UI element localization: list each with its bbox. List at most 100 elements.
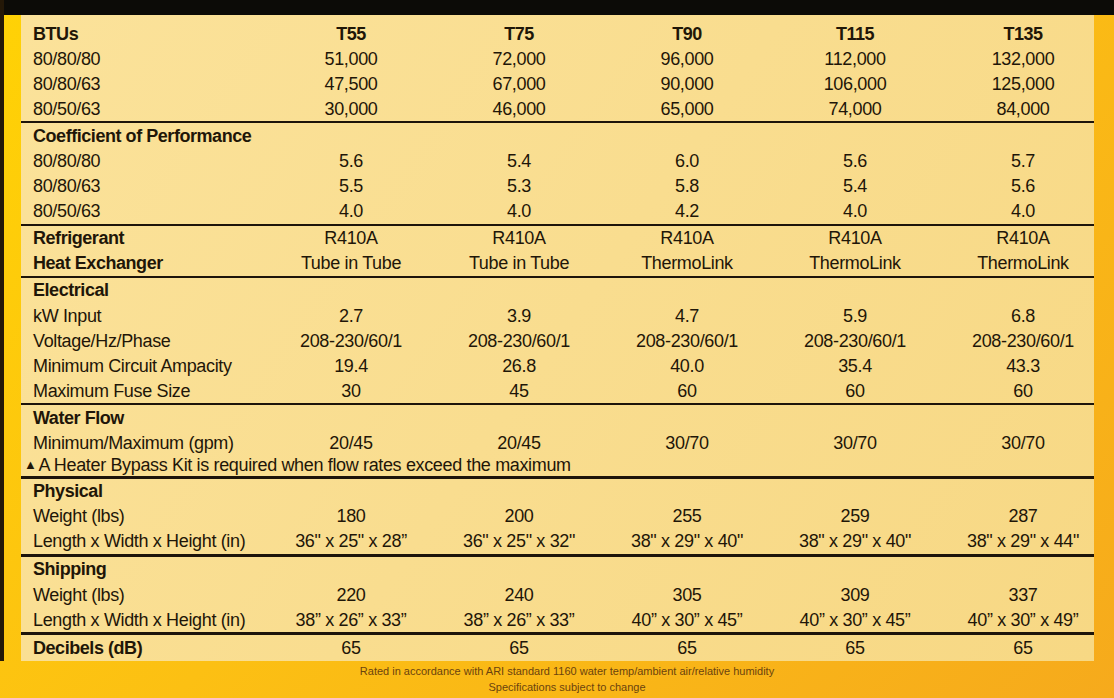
- cell-value: 125,000: [939, 75, 1107, 93]
- cell-value: T115: [771, 25, 939, 43]
- table-row: Physical: [21, 479, 1094, 504]
- cell-value: T135: [939, 25, 1107, 43]
- row-label: Heat Exchanger: [21, 254, 267, 272]
- cell-value: 4.0: [771, 202, 939, 220]
- triangle-icon: ▲: [24, 457, 37, 472]
- cell-value: 45: [435, 382, 603, 400]
- cell-value: 72,000: [435, 50, 603, 68]
- cell-value: 60: [603, 382, 771, 400]
- cell-value: 65,000: [603, 100, 771, 118]
- table-row: Coefficient of Performance: [21, 123, 1094, 148]
- cell-value: 255: [603, 507, 771, 525]
- row-label: Decibels (dB): [21, 639, 267, 657]
- row-label: BTUs: [21, 25, 267, 43]
- cell-value: 20/45: [435, 434, 603, 452]
- cell-value: 2.7: [267, 307, 435, 325]
- cell-value: 40” x 30” x 49”: [939, 611, 1107, 629]
- cell-value: 200: [435, 507, 603, 525]
- cell-value: 208-230/60/1: [939, 332, 1107, 350]
- row-label: kW Input: [21, 307, 267, 325]
- cell-value: 46,000: [435, 100, 603, 118]
- cell-value: 4.0: [939, 202, 1107, 220]
- left-dark-edge: [0, 0, 4, 661]
- cell-value: 4.0: [267, 202, 435, 220]
- row-label: Weight (lbs): [21, 507, 267, 525]
- cell-value: 4.7: [603, 307, 771, 325]
- cell-value: 259: [771, 507, 939, 525]
- cell-value: 65: [603, 639, 771, 657]
- cell-value: 38" x 29" x 40": [603, 532, 771, 550]
- cell-value: 38” x 26” x 33”: [267, 611, 435, 629]
- table-row: 80/50/6330,00046,00065,00074,00084,000: [21, 96, 1094, 121]
- cell-value: 47,500: [267, 75, 435, 93]
- cell-value: Tube in Tube: [435, 254, 603, 272]
- cell-value: R410A: [939, 229, 1107, 247]
- cell-value: 5.6: [267, 152, 435, 170]
- cell-value: 65: [435, 639, 603, 657]
- cell-value: 5.4: [435, 152, 603, 170]
- cell-value: 305: [603, 586, 771, 604]
- cell-value: 36" x 25" x 28”: [267, 532, 435, 550]
- table-row: Voltage/Hz/Phase208-230/60/1208-230/60/1…: [21, 328, 1094, 353]
- cell-value: 309: [771, 586, 939, 604]
- row-label: 80/80/80: [21, 50, 267, 68]
- table-row: Maximum Fuse Size3045606060: [21, 378, 1094, 403]
- cell-value: 26.8: [435, 357, 603, 375]
- cell-value: 40” x 30” x 45”: [603, 611, 771, 629]
- cell-value: 51,000: [267, 50, 435, 68]
- table-row: Length x Width x Height (in)38” x 26” x …: [21, 607, 1094, 632]
- row-label: 80/80/63: [21, 75, 267, 93]
- cell-value: 6.0: [603, 152, 771, 170]
- table-row: 80/80/635.55.35.85.45.6: [21, 174, 1094, 199]
- cell-value: 60: [771, 382, 939, 400]
- cell-value: 38” x 26” x 33”: [435, 611, 603, 629]
- cell-value: 30/70: [771, 434, 939, 452]
- cell-value: 30,000: [267, 100, 435, 118]
- cell-value: 112,000: [771, 50, 939, 68]
- cell-value: 5.9: [771, 307, 939, 325]
- row-label: Water Flow: [21, 409, 267, 427]
- row-label: 80/80/63: [21, 177, 267, 195]
- table-row: Length x Width x Height (in)36" x 25" x …: [21, 529, 1094, 554]
- spec-table: BTUsT55T75T90T115T13580/80/8051,00072,00…: [21, 15, 1094, 661]
- row-label: Voltage/Hz/Phase: [21, 332, 267, 350]
- cell-value: 30/70: [939, 434, 1107, 452]
- cell-value: 6.8: [939, 307, 1107, 325]
- cell-value: 180: [267, 507, 435, 525]
- cell-value: 65: [939, 639, 1107, 657]
- table-row: Minimum Circuit Ampacity19.426.840.035.4…: [21, 353, 1094, 378]
- table-row: Minimum/Maximum (gpm)20/4520/4530/7030/7…: [21, 431, 1094, 456]
- cell-value: 208-230/60/1: [267, 332, 435, 350]
- table-row: 80/80/805.65.46.05.65.7: [21, 148, 1094, 173]
- table-row: Decibels (dB)6565656565: [21, 635, 1094, 660]
- footer-rating-note: Rated in accordance with ARI standard 11…: [10, 665, 1114, 677]
- cell-value: R410A: [603, 229, 771, 247]
- table-row: Heat ExchangerTube in TubeTube in TubeTh…: [21, 251, 1094, 276]
- cell-value: Tube in Tube: [267, 254, 435, 272]
- cell-value: 20/45: [267, 434, 435, 452]
- cell-value: 90,000: [603, 75, 771, 93]
- cell-value: 220: [267, 586, 435, 604]
- cell-value: 5.7: [939, 152, 1107, 170]
- row-label: Refrigerant: [21, 229, 267, 247]
- table-row: 80/80/8051,00072,00096,000112,000132,000: [21, 46, 1094, 71]
- cell-value: R410A: [267, 229, 435, 247]
- table-row: kW Input2.73.94.75.96.8: [21, 303, 1094, 328]
- cell-value: 240: [435, 586, 603, 604]
- cell-value: 5.8: [603, 177, 771, 195]
- cell-value: 4.2: [603, 202, 771, 220]
- bypass-note-text: A Heater Bypass Kit is required when flo…: [39, 455, 571, 476]
- bypass-note: ▲A Heater Bypass Kit is required when fl…: [21, 456, 1094, 476]
- cell-value: 96,000: [603, 50, 771, 68]
- cell-value: 337: [939, 586, 1107, 604]
- table-row: Weight (lbs)220240305309337: [21, 582, 1094, 607]
- cell-value: 60: [939, 382, 1107, 400]
- row-label: Physical: [21, 482, 267, 500]
- cell-value: 40” x 30” x 45”: [771, 611, 939, 629]
- row-label: 80/50/63: [21, 100, 267, 118]
- cell-value: 38" x 29" x 40": [771, 532, 939, 550]
- cell-value: 84,000: [939, 100, 1107, 118]
- table-row: Electrical: [21, 278, 1094, 303]
- row-label: Minimum/Maximum (gpm): [21, 434, 267, 452]
- cell-value: 5.4: [771, 177, 939, 195]
